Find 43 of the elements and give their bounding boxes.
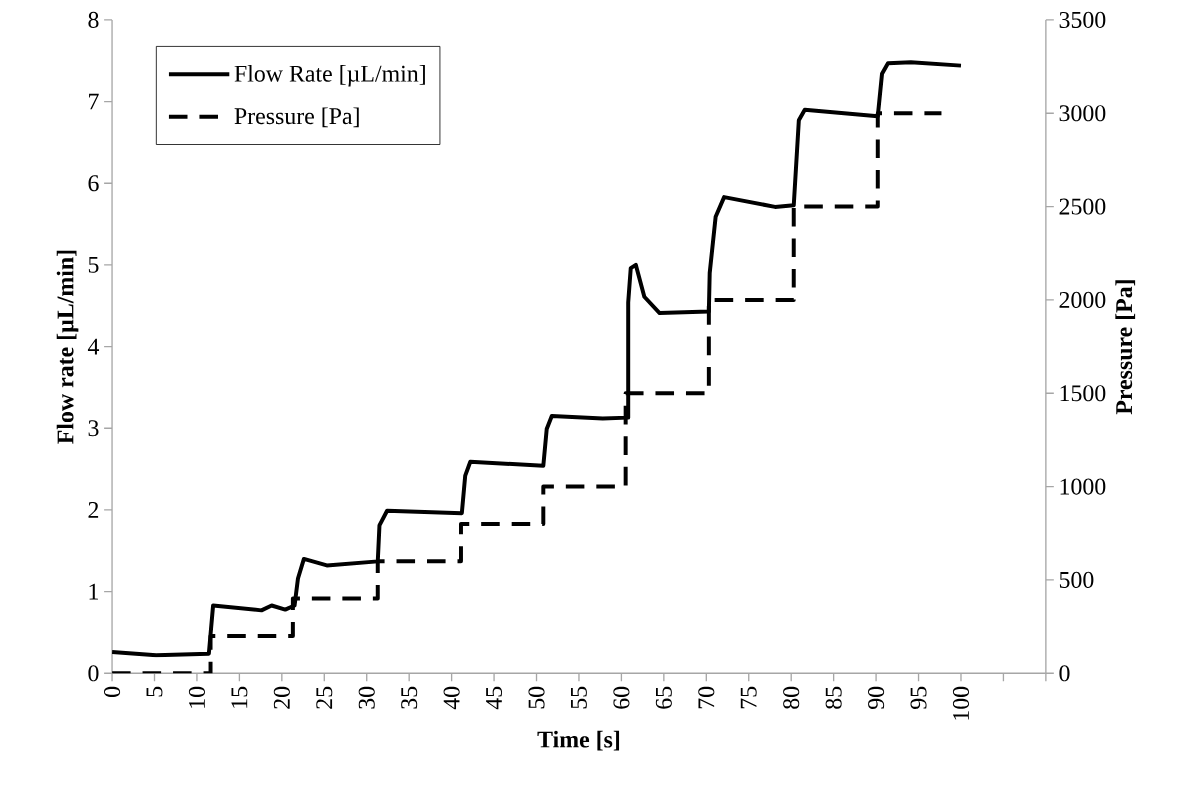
x-tick-label: 30 [358, 686, 375, 709]
x-tick-label: 95 [910, 687, 927, 710]
legend-label: Flow Rate [µL/min] [234, 65, 425, 87]
y-tick-label: 3 [88, 420, 99, 437]
x-tick-label: 40 [443, 686, 460, 710]
y-tick-label: 1 [89, 583, 98, 600]
y2-tick-label: 500 [1059, 572, 1094, 589]
x-tick-label: 20 [273, 686, 290, 709]
y2-axis-title: Pressure [Pa] [1115, 280, 1136, 415]
y2-tick-label: 0 [1059, 665, 1070, 682]
x-tick-label: 5 [146, 687, 163, 697]
x-tick-label: 35 [401, 687, 418, 709]
x-tick-label: 75 [740, 687, 757, 709]
x-tick-label: 70 [698, 686, 715, 709]
y-tick-label: 2 [88, 502, 99, 518]
y2-tick-label: 2500 [1059, 198, 1106, 215]
x-tick-label: 15 [231, 687, 248, 708]
y2-tick-label: 1500 [1060, 385, 1106, 402]
x-tick-label: 0 [104, 686, 121, 698]
y2-tick-label: 3000 [1059, 105, 1106, 122]
y-tick-label: 8 [88, 12, 99, 29]
y-axis-title: Flow rate [µL/min] [56, 250, 79, 445]
x-axis-title: Time [s] [537, 730, 620, 751]
y2-tick-label: 3500 [1059, 12, 1106, 29]
x-tick-label: 65 [655, 687, 672, 709]
x-tick-label: 25 [316, 687, 333, 709]
x-tick-label: 85 [825, 687, 842, 710]
x-tick-label: 90 [868, 686, 885, 710]
x-tick-label: 50 [528, 686, 545, 709]
y-tick-label: 5 [88, 257, 99, 273]
y2-tick-label: 1000 [1060, 478, 1106, 495]
y-tick-label: 7 [89, 93, 99, 110]
legend-label: Pressure [Pa] [234, 107, 359, 128]
y-tick-label: 6 [88, 175, 99, 192]
x-tick-label: 60 [613, 686, 630, 709]
y-tick-label: 0 [88, 665, 99, 682]
x-tick-label: 80 [783, 686, 800, 710]
y2-tick-label: 2000 [1059, 292, 1106, 309]
x-tick-label: 100 [952, 686, 970, 720]
x-tick-label: 45 [486, 687, 503, 710]
x-tick-label: 10 [188, 686, 205, 708]
y-tick-label: 4 [87, 338, 100, 355]
x-tick-label: 55 [571, 687, 587, 709]
